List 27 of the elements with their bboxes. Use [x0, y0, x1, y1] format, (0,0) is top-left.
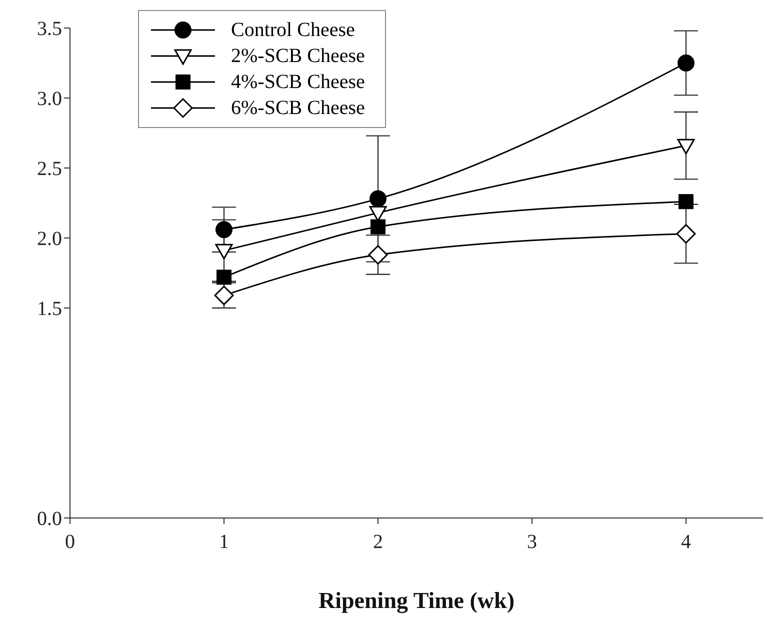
point	[215, 244, 233, 260]
point	[676, 224, 696, 244]
point	[368, 245, 388, 265]
x-tick-label: 3	[527, 531, 537, 553]
x-tick-label: 0	[65, 531, 75, 553]
legend-label: 4%-SCB Cheese	[231, 70, 365, 94]
y-tick-label: 1.5	[37, 298, 62, 320]
point	[216, 270, 232, 285]
y-tick-label: 2.0	[37, 228, 62, 250]
point	[678, 54, 694, 72]
x-tick-label: 1	[219, 531, 229, 553]
legend-label: 2%-SCB Cheese	[231, 44, 365, 68]
point	[214, 286, 234, 306]
point	[677, 138, 695, 154]
x-tick-label: 2	[373, 531, 383, 553]
y-tick-label: 3.0	[37, 88, 62, 110]
y-tick-label: 3.5	[37, 18, 62, 40]
x-tick-label: 4	[681, 531, 691, 553]
x-axis-title: Ripening Time (wk)	[318, 588, 514, 614]
point	[678, 194, 694, 210]
y-tick-label: 0.0	[37, 508, 62, 530]
point	[370, 219, 386, 234]
point	[216, 221, 232, 238]
legend-label: 6%-SCB Cheese	[231, 96, 365, 120]
y-tick-label: 2.5	[37, 158, 62, 180]
legend-label: Control Cheese	[231, 18, 355, 42]
point	[370, 190, 386, 208]
